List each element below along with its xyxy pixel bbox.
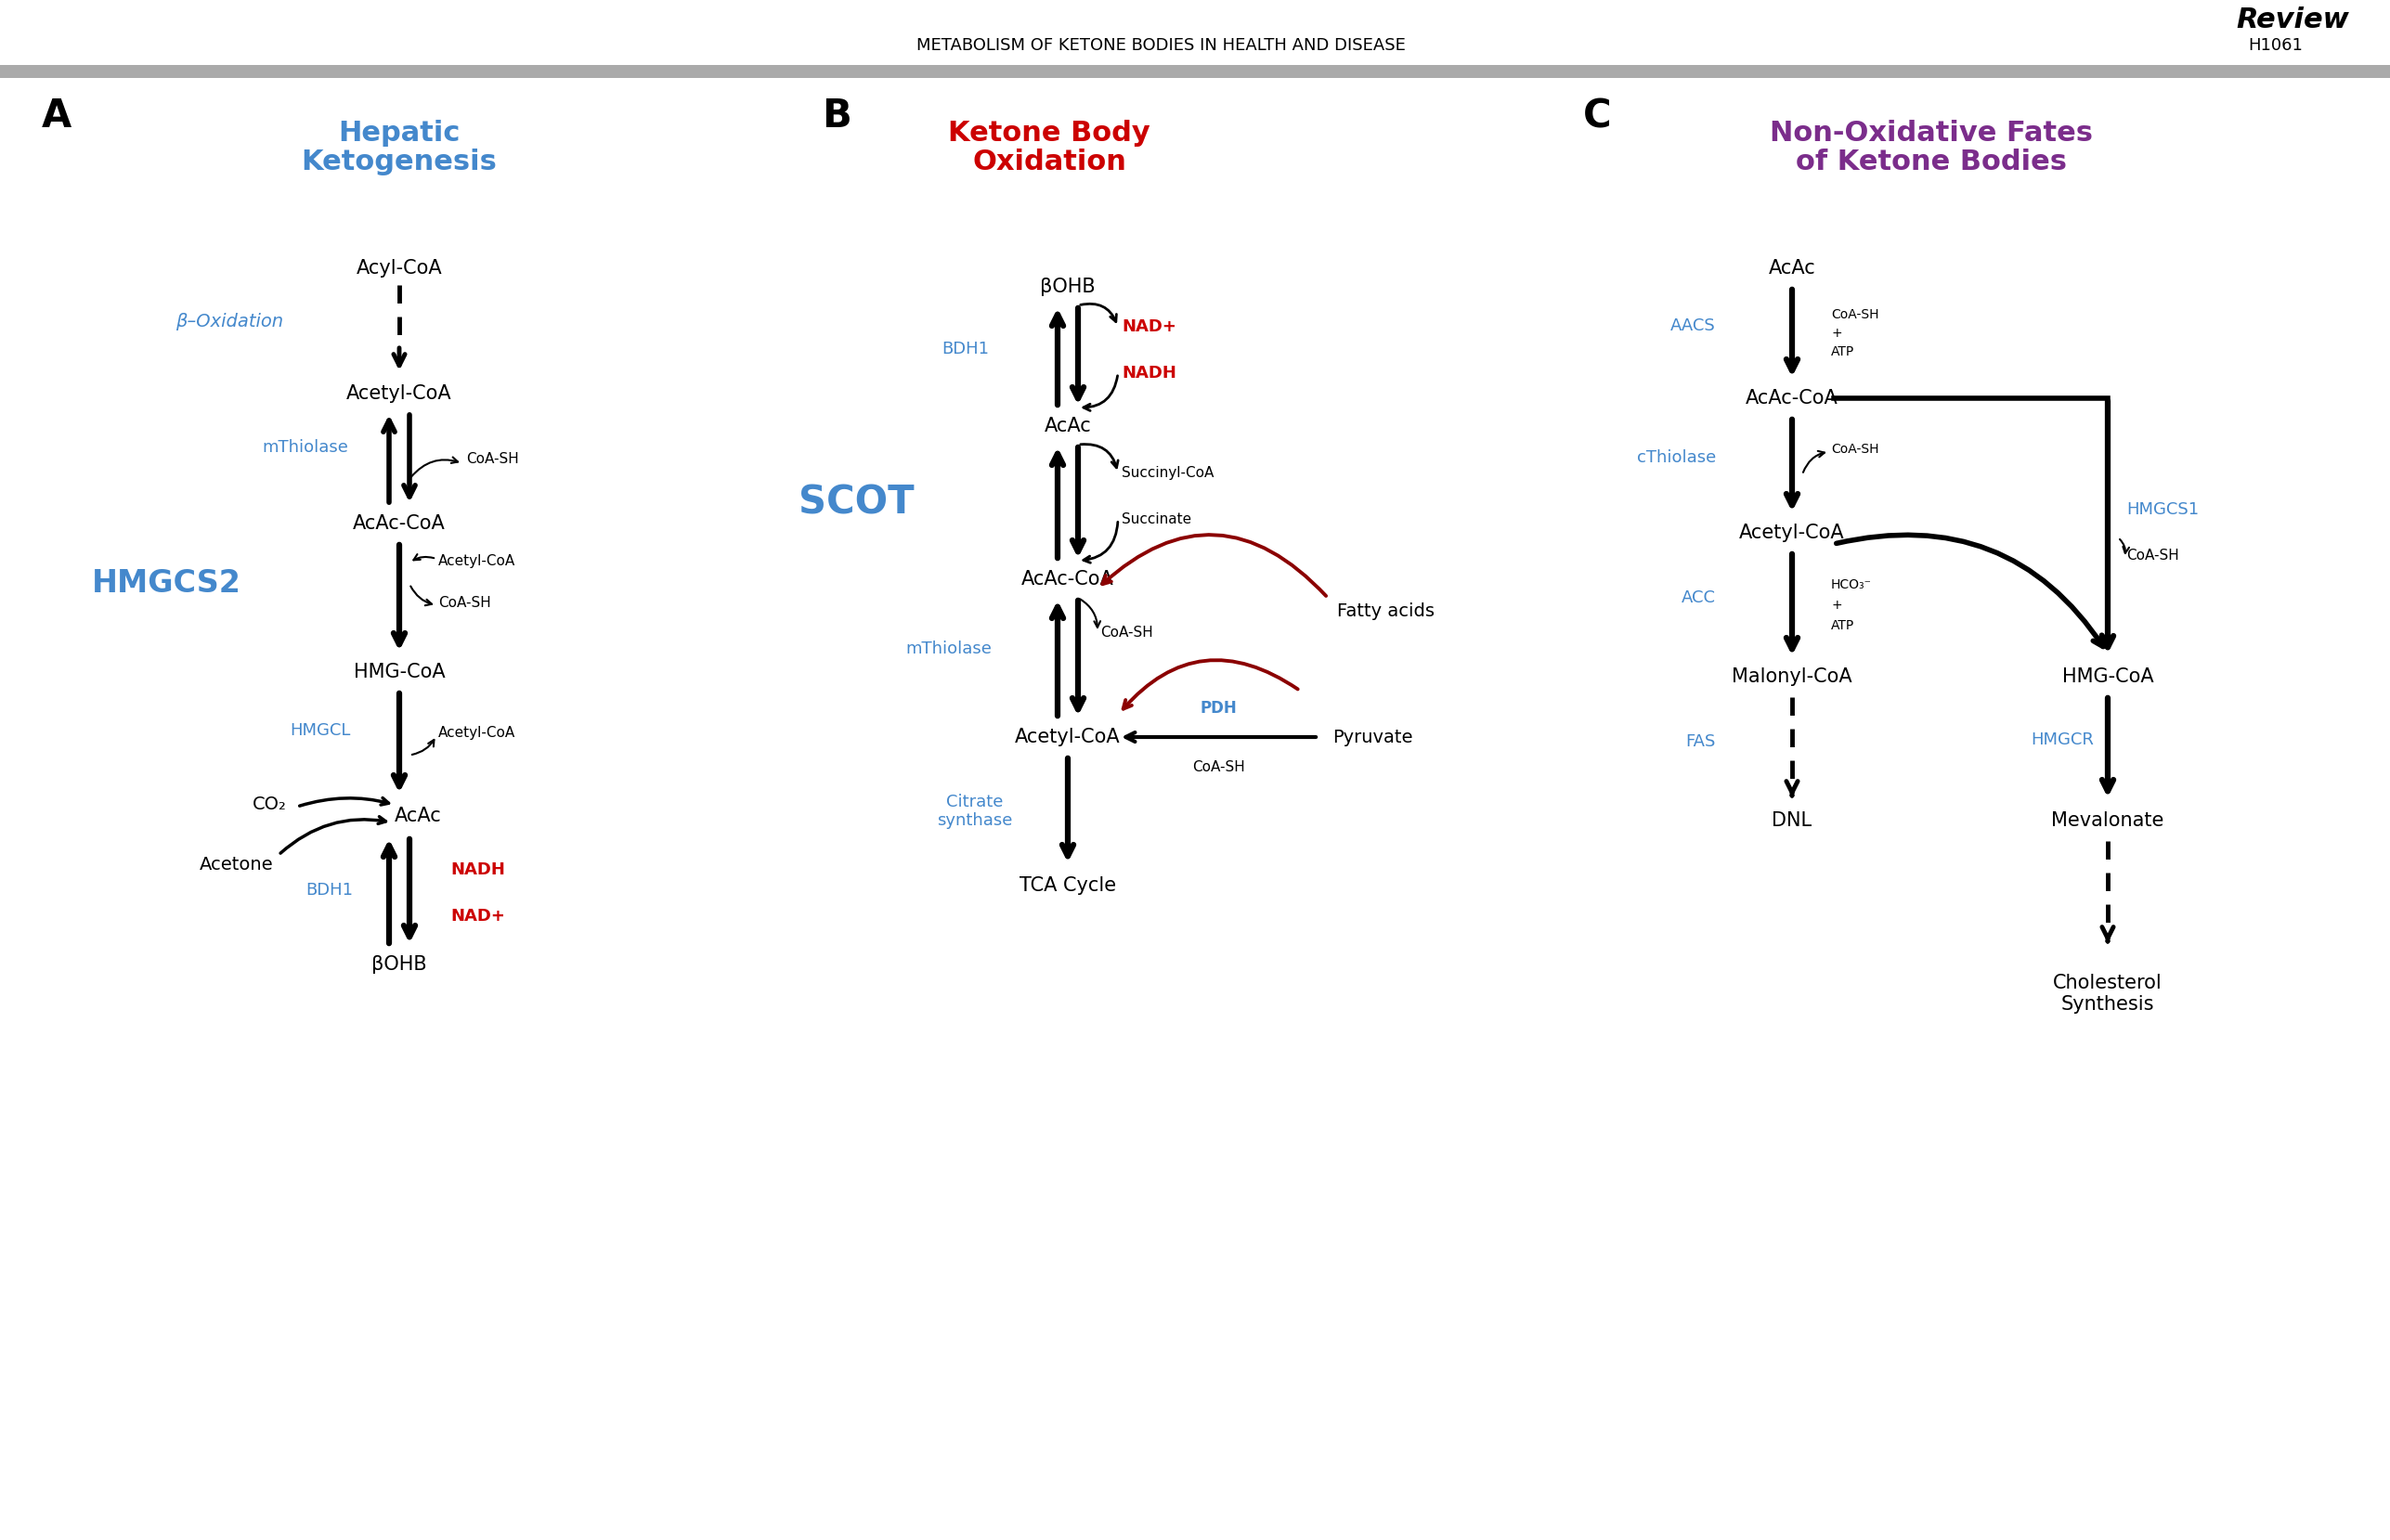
Text: CoA-SH: CoA-SH <box>1831 308 1879 322</box>
Text: HMGCR: HMGCR <box>2032 732 2094 748</box>
Text: BDH1: BDH1 <box>306 882 354 898</box>
Text: βOHB: βOHB <box>370 955 428 973</box>
Text: Acetyl-CoA: Acetyl-CoA <box>437 725 516 739</box>
Text: Mevalonate: Mevalonate <box>2051 812 2163 830</box>
Text: C: C <box>1582 97 1611 136</box>
Text: CoA-SH: CoA-SH <box>466 451 519 465</box>
Text: ACC: ACC <box>1683 588 1716 605</box>
Text: PDH: PDH <box>1200 699 1238 716</box>
Text: CoA-SH: CoA-SH <box>1193 761 1245 775</box>
Text: CoA-SH: CoA-SH <box>437 596 490 610</box>
Text: HMG-CoA: HMG-CoA <box>2063 667 2153 685</box>
Text: TCA Cycle: TCA Cycle <box>1021 876 1116 895</box>
Text: HMGCS2: HMGCS2 <box>93 568 241 599</box>
Text: NADH: NADH <box>1121 365 1176 382</box>
Text: Citrate
synthase: Citrate synthase <box>937 793 1013 830</box>
Text: AcAc-CoA: AcAc-CoA <box>1745 390 1838 408</box>
Text: AcAc-CoA: AcAc-CoA <box>354 514 445 533</box>
Text: cThiolase: cThiolase <box>1637 450 1716 467</box>
Text: BDH1: BDH1 <box>942 340 989 357</box>
Text: NAD+: NAD+ <box>1121 319 1176 336</box>
Text: Ketone Body
Oxidation: Ketone Body Oxidation <box>949 120 1150 176</box>
Text: DNL: DNL <box>1771 812 1812 830</box>
Text: CoA-SH: CoA-SH <box>1099 625 1152 639</box>
Text: +: + <box>1831 326 1843 340</box>
Text: HMG-CoA: HMG-CoA <box>354 662 445 681</box>
Text: AcAc: AcAc <box>394 807 442 825</box>
Text: Succinate: Succinate <box>1121 513 1190 527</box>
Text: Pyruvate: Pyruvate <box>1331 728 1412 745</box>
Text: SCOT: SCOT <box>798 484 915 522</box>
Text: Acetyl-CoA: Acetyl-CoA <box>1740 524 1845 542</box>
Text: METABOLISM OF KETONE BODIES IN HEALTH AND DISEASE: METABOLISM OF KETONE BODIES IN HEALTH AN… <box>915 37 1405 54</box>
Text: Fatty acids: Fatty acids <box>1336 604 1434 621</box>
Text: CoA-SH: CoA-SH <box>2127 550 2180 564</box>
Text: AcAc: AcAc <box>1769 259 1816 277</box>
Text: FAS: FAS <box>1685 733 1716 750</box>
Text: HMGCL: HMGCL <box>289 722 351 739</box>
Text: CO₂: CO₂ <box>253 796 287 813</box>
Text: B: B <box>822 97 851 136</box>
Text: H1061: H1061 <box>2249 37 2302 54</box>
Text: NAD+: NAD+ <box>449 909 504 924</box>
Text: Review: Review <box>2237 6 2349 32</box>
Text: HMGCS1: HMGCS1 <box>2127 501 2199 517</box>
Text: AcAc: AcAc <box>1044 417 1092 436</box>
Text: +: + <box>1831 598 1843 611</box>
Text: Cholesterol
Synthesis: Cholesterol Synthesis <box>2053 973 2163 1013</box>
Text: ATP: ATP <box>1831 619 1855 631</box>
Text: Acetone: Acetone <box>201 855 275 873</box>
Text: NADH: NADH <box>449 861 504 878</box>
Text: AcAc-CoA: AcAc-CoA <box>1021 570 1114 588</box>
Text: Acetyl-CoA: Acetyl-CoA <box>437 554 516 568</box>
Text: Hepatic
Ketogenesis: Hepatic Ketogenesis <box>301 120 497 176</box>
Text: Malonyl-CoA: Malonyl-CoA <box>1733 667 1852 685</box>
Text: Non-Oxidative Fates
of Ketone Bodies: Non-Oxidative Fates of Ketone Bodies <box>1769 120 2094 176</box>
Text: AACS: AACS <box>1671 317 1716 334</box>
Text: βOHB: βOHB <box>1040 277 1095 296</box>
Text: ATP: ATP <box>1831 345 1855 359</box>
Text: mThiolase: mThiolase <box>906 641 992 658</box>
Text: HCO₃⁻: HCO₃⁻ <box>1831 578 1871 591</box>
Text: CoA-SH: CoA-SH <box>1831 442 1879 456</box>
Text: mThiolase: mThiolase <box>263 439 349 456</box>
Text: A: A <box>41 97 72 136</box>
Text: β–Oxidation: β–Oxidation <box>174 313 282 331</box>
Text: Acyl-CoA: Acyl-CoA <box>356 259 442 277</box>
Text: Acetyl-CoA: Acetyl-CoA <box>1016 728 1121 747</box>
Text: Succinyl-CoA: Succinyl-CoA <box>1121 467 1214 480</box>
Text: Acetyl-CoA: Acetyl-CoA <box>347 385 452 403</box>
